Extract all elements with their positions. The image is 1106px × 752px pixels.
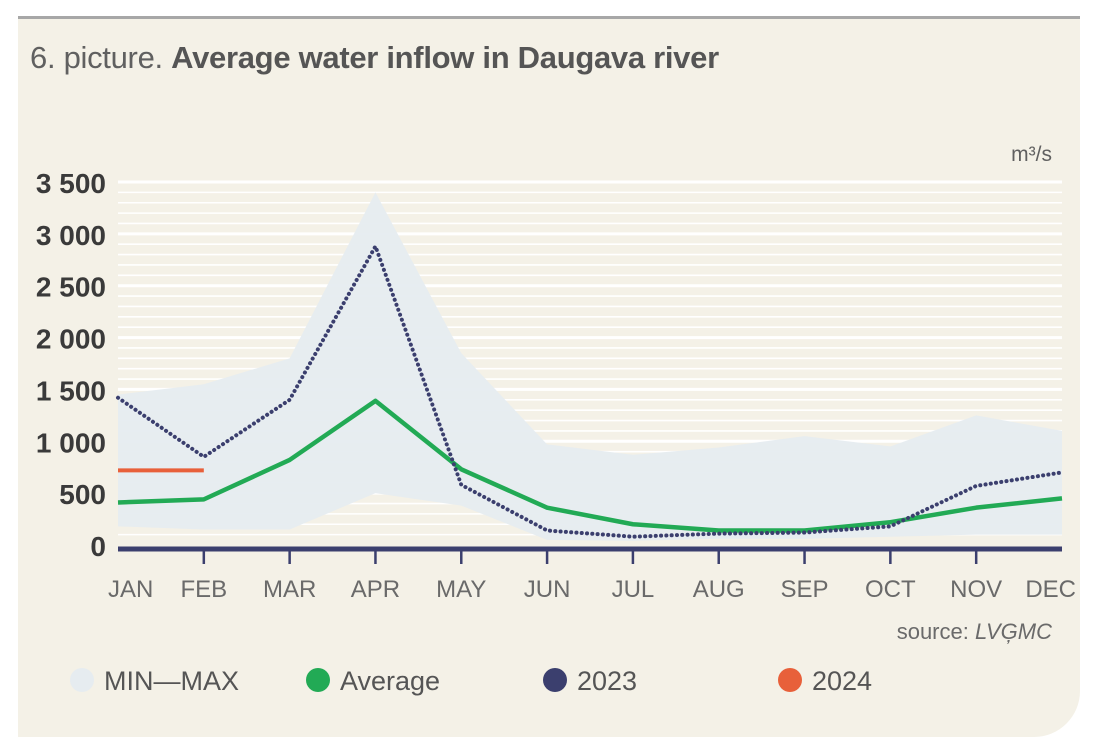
x-tick-label: MAY <box>436 576 486 603</box>
legend-label: MIN—MAX <box>104 666 239 696</box>
chart-title: 6. picture. Average water inflow in Daug… <box>30 40 719 76</box>
legend-swatch <box>70 668 94 692</box>
y-tick-label: 2 500 <box>36 272 106 303</box>
x-tick-label: DEC <box>1025 576 1076 603</box>
series-line-2023 <box>116 244 1064 539</box>
x-tick-label: JUL <box>612 576 655 603</box>
x-tick-label: AUG <box>693 576 745 603</box>
legend-label: Average <box>340 666 440 696</box>
y-tick-label: 0 <box>90 531 106 562</box>
title-prefix: 6. picture. <box>30 40 163 75</box>
x-tick-label: SEP <box>781 576 829 603</box>
y-tick-label: 1 000 <box>36 427 106 458</box>
y-tick-label: 1 500 <box>36 375 106 406</box>
x-tick-label: JUN <box>524 576 571 603</box>
min-max-band <box>118 192 1062 541</box>
source-prefix: source: <box>897 619 975 644</box>
x-tick-label: JAN <box>108 576 153 603</box>
y-tick-label: 3 000 <box>36 220 106 251</box>
source-name: LVĢMC <box>975 619 1052 644</box>
x-tick-label: APR <box>351 576 400 603</box>
chart-card <box>18 16 1080 737</box>
legend-swatch <box>543 668 567 692</box>
y-tick-label: 500 <box>59 479 106 510</box>
title-main: Average water inflow in Daugava river <box>171 40 719 75</box>
y-tick-label: 3 500 <box>36 168 106 199</box>
legend-swatch <box>778 668 802 692</box>
y-tick-label: 2 000 <box>36 324 106 355</box>
x-tick-label: FEB <box>180 576 227 603</box>
x-tick-label: MAR <box>263 576 316 603</box>
source-note: source: LVĢMC <box>897 619 1052 644</box>
x-tick-label: NOV <box>950 576 1002 603</box>
legend-label: 2023 <box>577 666 637 696</box>
y-unit-label: m³/s <box>1011 143 1052 166</box>
legend-label: 2024 <box>812 666 872 696</box>
x-tick-label: OCT <box>865 576 916 603</box>
legend-swatch <box>306 668 330 692</box>
